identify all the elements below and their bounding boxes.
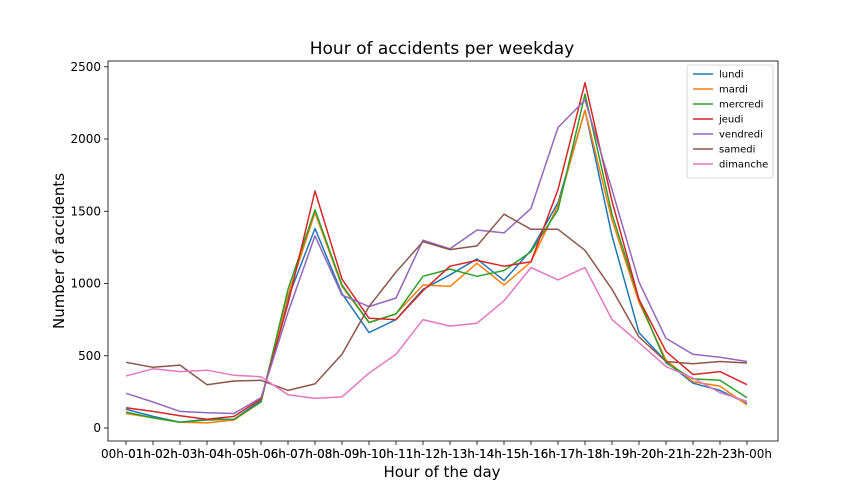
x-tick-label: 19h-20h <box>614 447 664 461</box>
legend-label-vendredi: vendredi <box>719 130 763 141</box>
y-tick-label: 2500 <box>70 60 101 74</box>
series-line-lundi <box>125 109 748 423</box>
x-tick-label: 22h-23h <box>695 447 745 461</box>
x-tick-label: 23h-00h <box>722 447 772 461</box>
axes: 0 500 1000 1500 2000 2500 00h-01h01h-02h02h-03… <box>70 60 779 461</box>
x-tick-label: 03h-04h <box>182 447 232 461</box>
chart-title: Hour of accidents per weekday <box>310 39 575 59</box>
x-tick-label: 08h-09h <box>317 447 367 461</box>
x-tick-label: 05h-06h <box>236 447 286 461</box>
x-tick-label: 21h-22h <box>668 447 718 461</box>
y-tick-label: 1000 <box>70 277 101 291</box>
y-tick-label: 500 <box>78 349 101 363</box>
x-tick-label: 09h-10h <box>344 447 394 461</box>
axes-frame <box>107 60 779 442</box>
series-line-samedi <box>125 213 748 392</box>
x-tick-label: 15h-16h <box>506 447 556 461</box>
x-tick-label: 01h-02h <box>128 447 178 461</box>
x-tick-label: 07h-08h <box>290 447 340 461</box>
x-tick-label: 00h-01h <box>101 447 151 461</box>
x-tick-label: 13h-14h <box>452 447 502 461</box>
y-tick-label: 1500 <box>70 204 101 218</box>
series-line-jeudi <box>125 81 748 421</box>
y-tick-label: 0 <box>93 421 101 435</box>
x-tick-label: 02h-03h <box>155 447 205 461</box>
x-tick-label: 16h-17h <box>533 447 583 461</box>
x-tick-label: 06h-07h <box>263 447 313 461</box>
y-tick-label: 2000 <box>70 132 101 146</box>
series-line-mercredi <box>125 93 748 423</box>
legend-label-jeudi: jeudi <box>718 115 743 126</box>
x-tick-label: 04h-05h <box>209 447 259 461</box>
x-tick-label: 10h-11h <box>371 447 421 461</box>
legend-label-dimanche: dimanche <box>719 160 768 171</box>
legend-label-mercredi: mercredi <box>719 100 763 111</box>
legend-label-samedi: samedi <box>719 145 755 156</box>
x-tick-label: 12h-13h <box>425 447 475 461</box>
plot-area <box>125 81 748 424</box>
x-tick-label: 11h-12h <box>398 447 448 461</box>
x-tick-label: 17h-18h <box>560 447 610 461</box>
series-line-dimanche <box>125 266 748 403</box>
x-tick-label: 20h-21h <box>641 447 691 461</box>
legend: lundi mardi mercredi jeudi vendredi samedi dim… <box>686 64 774 179</box>
series-line-mardi <box>125 109 748 424</box>
x-tick-label: 14h-15h <box>479 447 529 461</box>
legend-label-mardi: mardi <box>719 85 748 96</box>
x-axis-title: Hour of the day <box>383 463 500 481</box>
x-tick-label: 18h-19h <box>587 447 637 461</box>
y-axis-title: Number of accidents <box>50 173 68 329</box>
legend-label-lundi: lundi <box>719 70 744 81</box>
series-line-vendredi <box>125 99 748 415</box>
